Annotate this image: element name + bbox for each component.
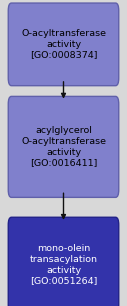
Text: mono-olein
transacylation
activity
[GO:0051264]: mono-olein transacylation activity [GO:0… — [29, 244, 98, 285]
FancyBboxPatch shape — [8, 96, 119, 197]
Text: O-acyltransferase
activity
[GO:0008374]: O-acyltransferase activity [GO:0008374] — [21, 29, 106, 60]
Text: acylglycerol
O-acyltransferase
activity
[GO:0016411]: acylglycerol O-acyltransferase activity … — [21, 126, 106, 167]
FancyBboxPatch shape — [8, 3, 119, 86]
FancyBboxPatch shape — [8, 217, 119, 306]
